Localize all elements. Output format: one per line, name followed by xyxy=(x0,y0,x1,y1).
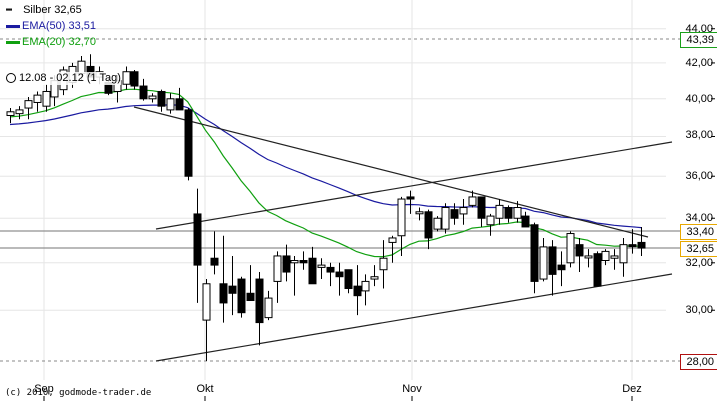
trendlines xyxy=(133,106,673,362)
x-tick-label: Sep xyxy=(34,383,54,395)
y-tick-label: 36,00 xyxy=(685,170,713,182)
y-tick-label: 32,00 xyxy=(685,257,713,269)
copyright-notice: (c) 2010, godmode-trader.de xyxy=(5,388,152,398)
y-tick-label: 34,00 xyxy=(685,212,713,224)
period-legend: 12.08 - 02.12 (1 Tag) xyxy=(6,72,121,85)
ema50-swatch-icon xyxy=(6,24,20,28)
candlestick-icon: ┅ xyxy=(6,5,13,16)
ema20-swatch-icon xyxy=(6,40,20,44)
y-tick-label: 40,00 xyxy=(685,93,713,105)
y-tick-label: 42,00 xyxy=(685,57,713,69)
price-tag-last: 32,65 xyxy=(680,241,717,257)
reference-lines xyxy=(0,38,680,362)
price-tag-resistance: 33,40 xyxy=(680,224,717,240)
grid-lines xyxy=(0,0,666,380)
price-tag-high: 43,39 xyxy=(680,32,717,48)
price-tag-low: 28,00 xyxy=(680,354,717,370)
ema20-legend: EMA(20) 32,70 xyxy=(6,36,96,49)
x-tick-label: Nov xyxy=(402,383,422,395)
y-tick-label: 30,00 xyxy=(685,304,713,316)
x-tick-label: Okt xyxy=(196,383,214,395)
ema50-label: EMA(50) 33,51 xyxy=(22,20,96,32)
y-tick-label: 38,00 xyxy=(685,129,713,141)
period-label: 12.08 - 02.12 (1 Tag) xyxy=(19,72,121,84)
clock-icon xyxy=(6,73,16,83)
instrument-label: Silber 32,65 xyxy=(23,4,82,16)
x-tick-label: Dez xyxy=(622,383,642,395)
ema50-legend: EMA(50) 33,51 xyxy=(6,20,96,33)
candles xyxy=(6,54,646,361)
instrument-legend: ┅ Silber 32,65 xyxy=(6,4,82,17)
ema20-label: EMA(20) 32,70 xyxy=(22,36,96,48)
axis-ticks xyxy=(43,28,715,401)
